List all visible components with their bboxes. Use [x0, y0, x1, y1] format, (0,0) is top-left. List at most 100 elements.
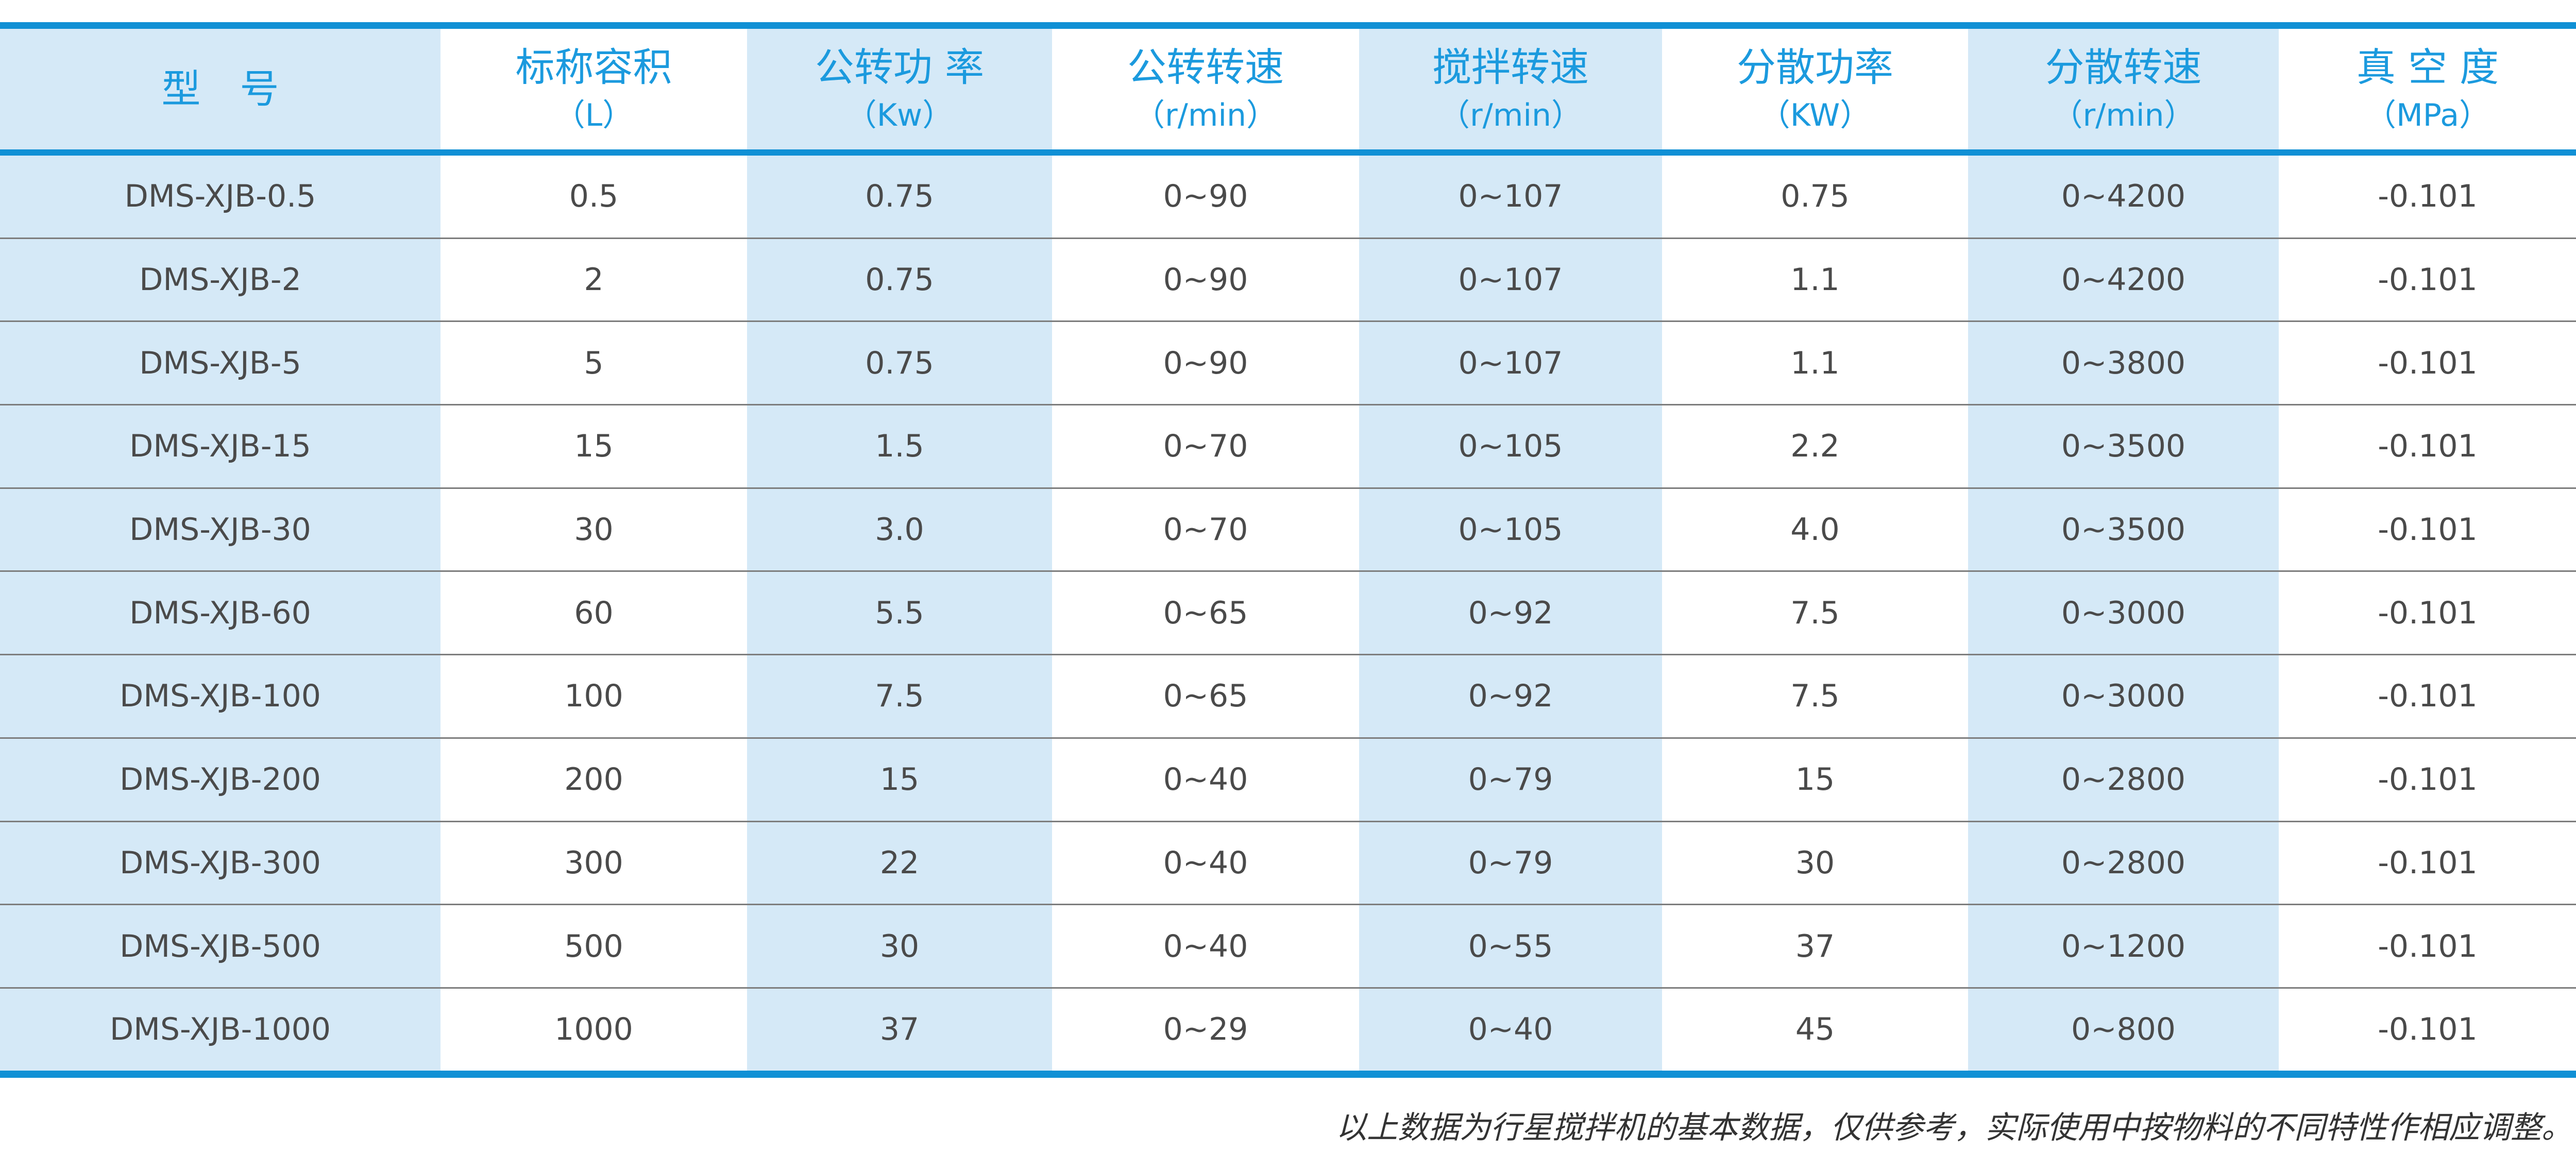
header-label: 分散功率 — [1737, 44, 1893, 91]
table-header-row: 型 号 标称容积 （L） 公转功 率 （Kw） 公转转速 （r/min） 搅拌转速 （r/min… — [0, 29, 2576, 149]
value-cell: 0~92 — [1359, 655, 1662, 737]
value-cell: 37 — [747, 988, 1052, 1071]
value-cell: 1000 — [554, 1011, 633, 1048]
value-cell: 0~107 — [1359, 156, 1662, 238]
value-cell: 0~4200 — [1968, 239, 2279, 321]
value-cell: 0.75 — [1781, 178, 1850, 215]
value-cell: 4.0 — [1790, 512, 1840, 548]
value-cell: 0~40 — [1163, 928, 1248, 964]
header-label: 分散转速 — [2045, 44, 2202, 91]
value-cell: -0.101 — [2378, 428, 2478, 465]
value-cell: 300 — [564, 844, 623, 881]
value-cell: 45 — [1795, 1011, 1835, 1048]
value-cell: 0~92 — [1359, 572, 1662, 654]
value-cell: 0~90 — [1163, 178, 1248, 215]
table-row-4: DMS-XJB-15 15 1.5 0~70 0~105 2.2 0~3500 -0.101 — [0, 405, 2576, 489]
value-cell: 500 — [564, 928, 623, 964]
header-label: 公转转速 — [1127, 44, 1284, 91]
value-cell: 5 — [584, 345, 604, 381]
table-row-5: DMS-XJB-30 30 3.0 0~70 0~105 4.0 0~3500 -0.101 — [0, 488, 2576, 572]
value-cell: 0~4200 — [1968, 156, 2279, 238]
value-cell: -0.101 — [2378, 678, 2478, 715]
value-cell: 0~2800 — [1968, 822, 2279, 904]
table-row-9: DMS-XJB-300 300 22 0~40 0~79 30 0~2800 -0.101 — [0, 822, 2576, 906]
header-label: 公转功 率 — [815, 44, 985, 91]
value-cell: 30 — [747, 905, 1052, 987]
value-cell: 0.75 — [747, 322, 1052, 404]
value-cell: 0~800 — [1968, 988, 2279, 1071]
table-top-border — [0, 22, 2576, 29]
header-cell-1: 型 号 — [0, 29, 440, 149]
value-cell: 0~3000 — [1968, 572, 2279, 654]
value-cell: 0~90 — [1163, 345, 1248, 381]
value-cell: 7.5 — [1790, 595, 1840, 631]
value-cell: -0.101 — [2378, 844, 2478, 881]
header-label: 真 空 度 — [2356, 44, 2499, 91]
value-cell: 0~3500 — [1968, 488, 2279, 571]
header-unit: （r/min） — [1438, 97, 1583, 133]
value-cell: 0~40 — [1163, 844, 1248, 881]
model-cell: DMS-XJB-0.5 — [0, 156, 440, 238]
header-unit: （r/min） — [1133, 97, 1278, 133]
value-cell: 0~1200 — [1968, 905, 2279, 987]
header-label: 型 号 — [161, 66, 279, 112]
table-row-1: DMS-XJB-0.5 0.5 0.75 0~90 0~107 0.75 0~4200 -0.… — [0, 156, 2576, 239]
value-cell: 3.0 — [747, 488, 1052, 571]
value-cell: 15 — [574, 428, 614, 465]
value-cell: 0.75 — [747, 156, 1052, 238]
header-unit: （L） — [554, 97, 634, 133]
value-cell: -0.101 — [2378, 761, 2478, 798]
header-label: 标称容积 — [515, 44, 672, 91]
table-bottom-border — [0, 1070, 2576, 1078]
model-cell: DMS-XJB-15 — [0, 405, 440, 487]
value-cell: 22 — [747, 822, 1052, 904]
value-cell: 15 — [1795, 761, 1835, 798]
header-cell-5: 搅拌转速 （r/min） — [1359, 29, 1662, 149]
value-cell: 0~3500 — [1968, 405, 2279, 487]
header-cell-6: 分散功率 （KW） — [1662, 29, 1968, 149]
value-cell: 100 — [564, 678, 623, 715]
table-row-11: DMS-XJB-1000 1000 37 0~29 0~40 45 0~800 -0.101 — [0, 988, 2576, 1071]
value-cell: 37 — [1795, 928, 1835, 964]
value-cell: 0~79 — [1359, 822, 1662, 904]
model-cell: DMS-XJB-300 — [0, 822, 440, 904]
model-cell: DMS-XJB-60 — [0, 572, 440, 654]
value-cell: 1.1 — [1790, 262, 1840, 298]
model-cell: DMS-XJB-5 — [0, 322, 440, 404]
value-cell: 0~105 — [1359, 488, 1662, 571]
value-cell: 2.2 — [1790, 428, 1840, 465]
value-cell: 7.5 — [747, 655, 1052, 737]
value-cell: 0~107 — [1359, 239, 1662, 321]
value-cell: 1.5 — [747, 405, 1052, 487]
value-cell: 7.5 — [1790, 678, 1840, 715]
value-cell: 0~3800 — [1968, 322, 2279, 404]
value-cell: -0.101 — [2378, 512, 2478, 548]
value-cell: -0.101 — [2378, 928, 2478, 964]
header-unit: （r/min） — [2052, 97, 2195, 133]
value-cell: 0~90 — [1163, 262, 1248, 298]
model-cell: DMS-XJB-200 — [0, 738, 440, 821]
value-cell: -0.101 — [2378, 595, 2478, 631]
value-cell: -0.101 — [2378, 1011, 2478, 1048]
value-cell: 200 — [564, 761, 623, 798]
model-cell: DMS-XJB-500 — [0, 905, 440, 987]
table-body: DMS-XJB-0.5 0.5 0.75 0~90 0~107 0.75 0~4200 -0.… — [0, 156, 2576, 1071]
value-cell: 0~3000 — [1968, 655, 2279, 737]
header-bottom-border — [0, 149, 2576, 156]
value-cell: -0.101 — [2378, 178, 2478, 215]
header-cell-2: 标称容积 （L） — [440, 29, 747, 149]
value-cell: 0~70 — [1163, 428, 1248, 465]
value-cell: 0.5 — [569, 178, 619, 215]
header-label: 搅拌转速 — [1432, 44, 1589, 91]
value-cell: 0~65 — [1163, 595, 1248, 631]
value-cell: 2 — [584, 262, 604, 298]
value-cell: 0~70 — [1163, 512, 1248, 548]
header-unit: （MPa） — [2365, 97, 2490, 133]
model-cell: DMS-XJB-1000 — [0, 988, 440, 1071]
value-cell: 15 — [747, 738, 1052, 821]
header-unit: （KW） — [1759, 97, 1871, 133]
header-cell-3: 公转功 率 （Kw） — [747, 29, 1052, 149]
value-cell: 5.5 — [747, 572, 1052, 654]
table-row-7: DMS-XJB-100 100 7.5 0~65 0~92 7.5 0~3000 -0.101 — [0, 655, 2576, 739]
value-cell: 60 — [574, 595, 614, 631]
